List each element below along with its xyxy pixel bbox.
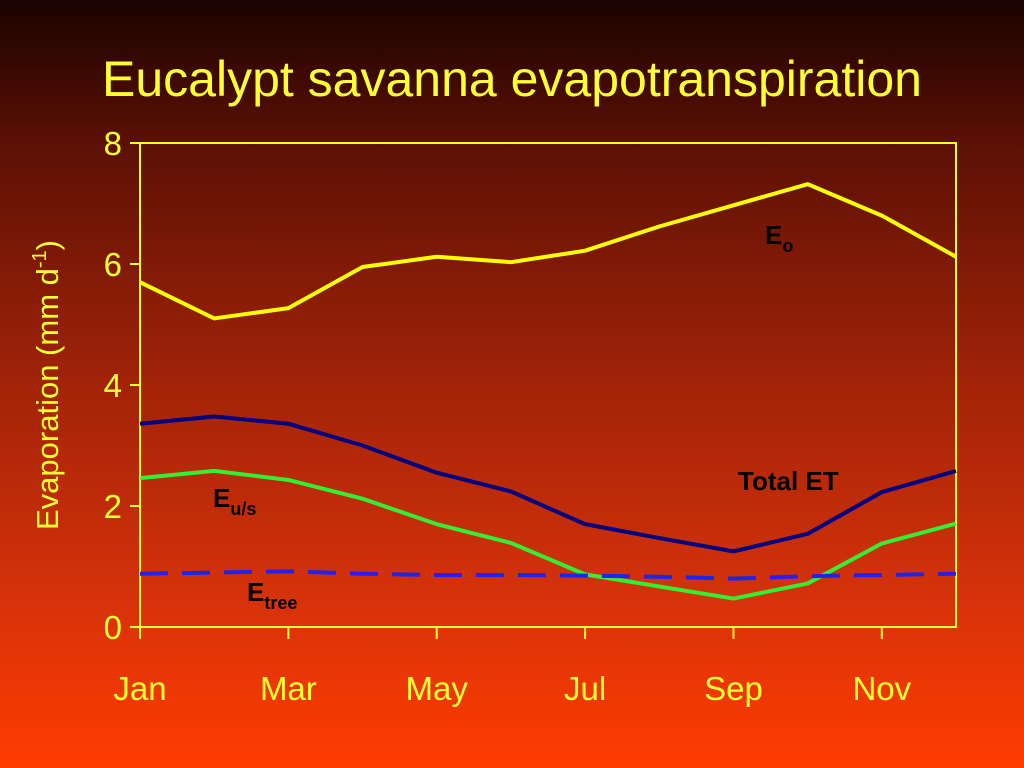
chart-title: Eucalypt savanna evapotranspiration (102, 51, 922, 107)
annotation-total-et: Total ET (738, 466, 839, 496)
series-line-etree (139, 569, 957, 581)
series-line-total (139, 414, 957, 554)
x-tick-label: Nov (852, 670, 911, 707)
plot-area-frame (139, 142, 957, 628)
x-axis: Jan Mar May Jul Sep Nov (113, 627, 912, 707)
y-tick-label: 0 (104, 609, 122, 646)
annotation-etree: Etree (247, 577, 297, 613)
y-tick-label: 2 (104, 488, 122, 525)
series-line-eo (139, 182, 957, 321)
y-tick-label: 6 (104, 246, 122, 283)
x-tick-label: Sep (704, 670, 763, 707)
series-group (139, 182, 957, 601)
x-tick-label: Jan (113, 670, 166, 707)
y-tick-label: 8 (104, 125, 122, 162)
x-tick-label: May (406, 670, 469, 707)
annotation-eo: Eo (765, 220, 793, 256)
y-tick-label: 4 (104, 367, 122, 404)
y-axis-label: Evaporation (mm d-1) (29, 240, 65, 530)
annotation-eus: Eu/s (213, 483, 256, 519)
y-axis: 0 2 4 6 8 (104, 125, 140, 646)
x-tick-label: Jul (564, 670, 606, 707)
x-tick-label: Mar (260, 670, 317, 707)
